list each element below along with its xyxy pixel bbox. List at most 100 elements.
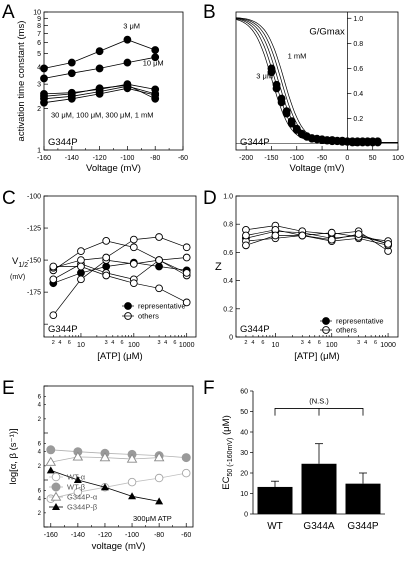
x-axis-label: [ATP] (μM) (97, 351, 142, 362)
data-point (155, 497, 164, 505)
y-tick-label: 30 (240, 450, 248, 457)
data-point (182, 298, 191, 307)
x-tick-label: 1000 (179, 342, 195, 349)
data-point (384, 240, 392, 248)
plot-frame (43, 195, 197, 338)
x-tick-label: 10 (271, 342, 279, 349)
series-line-0 (245, 230, 389, 245)
x-axis-label: voltage (mV) (92, 541, 146, 552)
y-tick-label: 0.2 (353, 116, 363, 123)
legend-label: others (138, 312, 159, 321)
data-point (46, 445, 56, 455)
x-tick-label: -160 (44, 532, 58, 539)
x-axis-label: [ATP] (μM) (294, 351, 339, 362)
data-point (181, 468, 191, 478)
x-tick-label: -50 (317, 155, 327, 162)
data-point (102, 253, 111, 262)
x-tick-label: -80 (150, 155, 160, 162)
x-tick-label: 10 (77, 342, 85, 349)
y-minor-tick-label: 4 (38, 450, 42, 456)
data-point (45, 456, 57, 466)
y-tick-label: -125 (27, 226, 41, 233)
data-point (298, 231, 307, 240)
y-tick-label: 0.8 (353, 41, 363, 48)
mutant-label: G344P (48, 137, 78, 148)
panel-label: F (203, 378, 215, 399)
legend-label: G344P-α (67, 493, 98, 502)
x-tick-label: -200 (239, 155, 253, 162)
bar-wt (257, 486, 293, 514)
x-minor-tick-label: 2 (244, 340, 247, 346)
x-tick-label: -140 (65, 155, 79, 162)
legend-label: WT-β (67, 483, 86, 492)
panel-label: C (2, 188, 16, 209)
x-minor-tick-label: 3 (301, 340, 304, 346)
y-tick-label: 0 (244, 512, 248, 519)
data-point (95, 64, 104, 73)
data-point (123, 58, 132, 67)
data-point (155, 262, 163, 271)
data-point (49, 275, 58, 284)
data-point (77, 275, 85, 284)
y-axis-label: V1/2 (12, 256, 28, 269)
plot-frame (235, 11, 399, 151)
data-point (128, 492, 137, 500)
data-point (123, 35, 132, 44)
y-axis-label: Z (215, 261, 222, 273)
x-minor-tick-label: 3 (357, 340, 360, 346)
y-minor-tick-label: 2 (38, 417, 42, 423)
data-point (327, 228, 336, 237)
data-point (151, 46, 160, 54)
conc-label-3uM: 3 μM (123, 21, 140, 30)
data-point (77, 256, 85, 264)
y-tick-label: -175 (27, 290, 41, 297)
conc-label-10uM: 10 μM (143, 58, 164, 67)
y-minor-tick-label: 4 (38, 403, 42, 409)
data-point (282, 109, 291, 118)
data-point (127, 477, 137, 487)
x-tick-label: -100 (290, 155, 304, 162)
data-point (154, 473, 164, 483)
data-point (287, 119, 296, 128)
series-line-0 (53, 262, 187, 284)
x-minor-tick-label: 6 (121, 340, 124, 346)
series-line-1 (245, 225, 389, 252)
x-tick-label: -160 (37, 155, 51, 162)
legend-label: G344P-β (67, 503, 98, 512)
panel-e: -160 -140 -120 -100 -80 -60246246246WT-αWT-βG… (2, 378, 194, 552)
data-point (72, 451, 84, 461)
legend-marker (52, 503, 60, 510)
data-point (267, 68, 276, 77)
data-point (40, 74, 48, 83)
data-point (155, 256, 163, 264)
y-tick-label: 6 (37, 40, 41, 47)
data-point (129, 243, 138, 252)
data-point (73, 476, 82, 483)
y-minor-tick-label: 2 (38, 464, 42, 470)
x-minor-tick-label: 3 (105, 340, 108, 346)
panel-label: B (203, 2, 216, 23)
x-minor-tick-label: 4 (164, 340, 167, 346)
x-axis-label: Voltage (mV) (86, 163, 141, 174)
data-point (102, 262, 111, 271)
y-tick-label: 1.0 (223, 194, 233, 201)
x-minor-tick-label: 6 (374, 340, 377, 346)
y-tick-label: 8 (37, 23, 41, 30)
panel-label: E (2, 378, 15, 399)
x-tick-label: 50 (369, 155, 377, 162)
y-tick-label: 2 (37, 106, 41, 113)
series-line-3 (53, 259, 187, 280)
data-point (155, 233, 163, 241)
y-minor-tick-label: 2 (38, 511, 42, 517)
series-line-1 (53, 259, 187, 316)
x-minor-tick-label: 6 (173, 340, 176, 346)
data-point (242, 231, 250, 240)
data-point (67, 94, 76, 103)
x-tick-label: -150 (264, 155, 278, 162)
y-minor-tick-label: 6 (38, 394, 42, 400)
series-line-2 (245, 235, 389, 246)
bar-g344p (345, 483, 381, 514)
x-minor-tick-label: 4 (308, 340, 311, 346)
